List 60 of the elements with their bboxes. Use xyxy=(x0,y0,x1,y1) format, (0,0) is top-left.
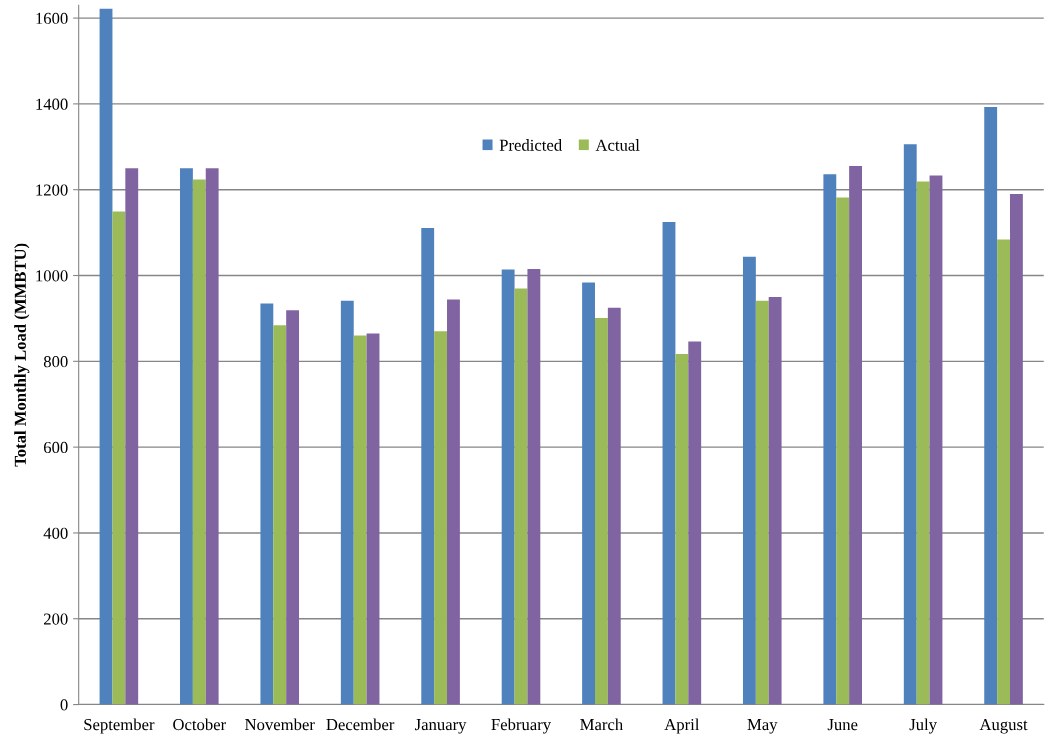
y-tick-label: 1200 xyxy=(36,184,68,196)
x-tick-label: August xyxy=(979,718,1028,734)
legend-label: Predicted xyxy=(499,139,562,151)
bar xyxy=(916,181,930,705)
legend-label: Actual xyxy=(595,139,640,151)
x-tick-label: July xyxy=(909,718,937,734)
bar xyxy=(99,8,113,705)
x-tick-label: February xyxy=(491,718,552,734)
bar xyxy=(353,335,367,705)
bar xyxy=(984,106,998,705)
bar xyxy=(675,354,689,705)
bar xyxy=(192,179,206,705)
x-tick-label: April xyxy=(664,718,700,734)
bar xyxy=(688,341,702,705)
bar xyxy=(514,288,528,705)
bar xyxy=(997,239,1010,705)
bar xyxy=(594,317,608,705)
bar xyxy=(582,282,595,705)
bar xyxy=(662,221,676,705)
bar xyxy=(768,296,782,705)
bar xyxy=(340,300,354,705)
x-tick-label: May xyxy=(747,719,778,734)
bar xyxy=(447,299,460,705)
bar xyxy=(1009,193,1023,705)
y-tick-label: 1600 xyxy=(36,12,68,25)
bar xyxy=(286,310,300,705)
bar xyxy=(607,307,621,705)
y-tick-label: 1000 xyxy=(36,270,68,282)
x-tick-label: March xyxy=(580,718,623,731)
bar xyxy=(434,331,448,705)
x-tick-label: December xyxy=(326,718,395,731)
y-tick-label: 200 xyxy=(43,613,68,625)
bar xyxy=(366,333,380,705)
bar xyxy=(929,175,943,705)
bar xyxy=(421,227,435,705)
y-tick-label: 1400 xyxy=(36,98,68,110)
x-tick-label: January xyxy=(415,719,467,734)
bar xyxy=(823,174,837,705)
bar xyxy=(903,144,917,705)
bar xyxy=(501,269,515,705)
x-tick-label: October xyxy=(173,718,226,731)
bar xyxy=(849,166,862,705)
y-tick-label: 400 xyxy=(43,527,68,539)
y-axis-title: Total Monthly Load (MMBTU) xyxy=(14,243,30,467)
bar xyxy=(836,197,850,705)
bar xyxy=(125,168,139,705)
x-tick-label: September xyxy=(84,718,155,734)
y-tick-label: 600 xyxy=(43,441,68,454)
y-tick-label: 800 xyxy=(43,356,68,368)
bar xyxy=(742,256,756,705)
x-tick-label: November xyxy=(245,718,315,731)
bar xyxy=(273,325,287,705)
y-tick-label: 0 xyxy=(60,699,68,711)
bar xyxy=(260,303,274,705)
bar xyxy=(112,211,126,705)
x-tick-label: June xyxy=(827,719,858,731)
bar xyxy=(180,168,193,705)
bar xyxy=(755,300,769,705)
bar xyxy=(527,269,541,705)
bar xyxy=(205,168,219,705)
